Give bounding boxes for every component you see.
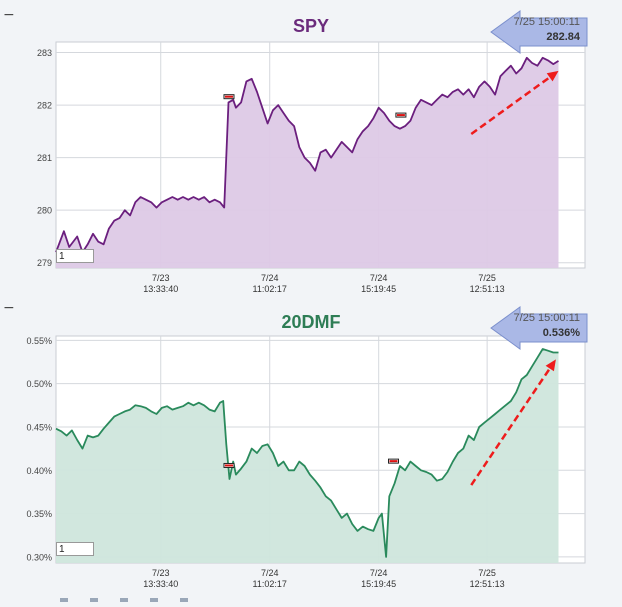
spy-chart-title: SPY (292, 16, 330, 36)
spy-xtick-date: 7/24 (370, 273, 388, 283)
dmf-xtick-date: 7/25 (478, 568, 496, 578)
dmf-readout: 7/25 15:00:11 0.536% (490, 306, 588, 350)
dmf-ytick-label: 0.40% (26, 466, 52, 476)
dmf-collapse-toggle[interactable]: − (3, 300, 15, 316)
dmf-ytick-label: 0.45% (26, 422, 52, 432)
dmf-xtick-time: 11:02:17 (253, 579, 287, 589)
dmf-range-input[interactable]: 1 (56, 542, 94, 556)
spy-xtick-time: 15:19:45 (361, 284, 396, 294)
dmf-xtick-time: 13:33:40 (143, 579, 178, 589)
legend-swatch[interactable] (90, 598, 98, 602)
spy-range-input[interactable]: 1 (56, 249, 94, 263)
dmf-event-marker-fill (224, 464, 233, 467)
dmf-ytick-label: 0.30% (26, 552, 52, 562)
spy-ytick-label: 282 (37, 101, 52, 111)
dmf-readout-time: 7/25 15:00:11 (513, 312, 580, 324)
spy-price-readout: 7/25 15:00:11 282.84 (490, 10, 588, 54)
spy-ytick-label: 279 (37, 258, 52, 268)
spy-readout-time: 7/25 15:00:11 (513, 16, 580, 28)
dmf-xtick-date: 7/24 (261, 568, 279, 578)
spy-xtick-date: 7/23 (152, 273, 170, 283)
spy-xtick-time: 13:33:40 (143, 284, 178, 294)
dmf-ytick-label: 0.35% (26, 509, 52, 519)
left-arrow-icon (490, 306, 588, 350)
dmf-ytick-label: 0.50% (26, 379, 52, 389)
dmf-xtick-time: 12:51:13 (470, 579, 505, 589)
dmf-xtick-date: 7/24 (370, 568, 388, 578)
legend-swatch[interactable] (150, 598, 158, 602)
legend-swatch[interactable] (60, 598, 68, 602)
dmf-xtick-time: 15:19:45 (361, 579, 396, 589)
spy-panel: − SPY 279 280 281 282 283 7/23 13:33:40 7/24 11:… (0, 0, 622, 298)
dmf-area-fill (56, 349, 559, 563)
spy-series-line (55, 56, 559, 254)
spy-xtick-date: 7/25 (478, 273, 496, 283)
spy-xtick-time: 12:51:13 (470, 284, 505, 294)
dmf-chart[interactable]: 0.30% 0.35% 0.40% 0.45% 0.50% 0.55% 7/2313:33:… (0, 298, 622, 593)
spy-ytick-label: 283 (37, 48, 52, 58)
spy-ytick-label: 281 (37, 153, 52, 163)
spy-area-fill (56, 57, 559, 268)
spy-xtick-time: 11:02:17 (253, 284, 287, 294)
dmf-readout-value: 0.536% (542, 327, 580, 339)
dmf-trend-arrow (470, 367, 551, 486)
spy-collapse-toggle[interactable]: − (3, 7, 15, 23)
spy-event-marker-fill (224, 95, 233, 98)
legend-swatch[interactable] (120, 598, 128, 602)
spy-event-marker-fill (396, 114, 405, 117)
legend-strip (60, 589, 360, 602)
spy-trend-arrowhead (546, 70, 559, 82)
dmf-series-line (55, 348, 559, 558)
spy-ytick-label: 280 (37, 206, 52, 216)
spy-xtick-date: 7/24 (261, 273, 279, 283)
dmf-chart-title: 20DMF (281, 312, 341, 332)
left-arrow-icon (490, 10, 588, 54)
dmf-event-marker-fill (389, 460, 398, 463)
dmf-panel: − 20DMF 0.30% 0.35% 0.40% 0.45% 0.50% 0.55% 7/… (0, 298, 622, 593)
dmf-trend-arrowhead (545, 359, 556, 372)
dmf-ytick-label: 0.55% (26, 336, 52, 346)
spy-chart[interactable]: 2792802812822837/2313:33:407/2411:02:177… (0, 0, 622, 298)
legend-swatch[interactable] (180, 598, 188, 602)
spy-trend-arrow (470, 76, 551, 135)
dmf-xtick-date: 7/23 (152, 568, 170, 578)
spy-readout-value: 282.84 (546, 31, 580, 43)
